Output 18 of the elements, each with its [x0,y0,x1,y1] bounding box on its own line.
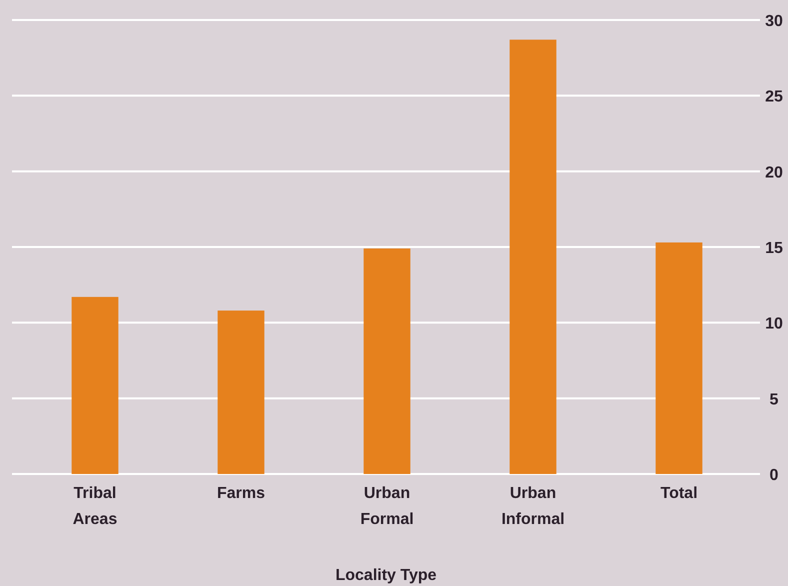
y-tick-label: 10 [765,316,783,333]
bar [364,248,410,474]
y-tick-label: 15 [765,240,783,257]
bar [218,310,264,474]
x-tick-label: Total [660,485,698,502]
y-tick-label: 5 [770,391,779,408]
x-axis-title: Locality Type [335,567,437,584]
bar [72,296,118,474]
y-tick-label: 30 [765,13,783,30]
x-tick-label: Farms [216,485,266,502]
y-tick-label: 0 [770,467,779,484]
x-tick-label: Tribal Areas [72,485,118,528]
y-tick-label: 25 [765,88,783,106]
x-tick-label: Urban Formal [360,485,414,528]
x-tick-label: Urban Informal [501,485,565,528]
bar [656,242,702,474]
bar [510,40,556,474]
y-tick-label: 20 [765,164,783,182]
